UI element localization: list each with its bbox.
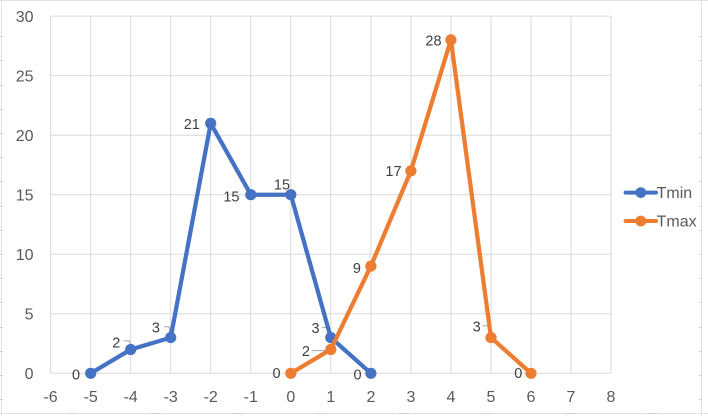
svg-text:0: 0 (286, 389, 295, 406)
svg-text:4: 4 (446, 389, 455, 406)
svg-text:-4: -4 (124, 389, 138, 406)
svg-text:5: 5 (487, 389, 496, 406)
svg-text:-1: -1 (244, 389, 258, 406)
svg-text:21: 21 (184, 117, 200, 133)
svg-text:9: 9 (353, 261, 361, 277)
svg-text:0: 0 (354, 368, 362, 384)
svg-text:0: 0 (25, 366, 34, 383)
svg-text:7: 7 (567, 389, 576, 406)
svg-text:0: 0 (514, 366, 522, 382)
svg-text:3: 3 (311, 321, 319, 337)
svg-text:30: 30 (16, 9, 34, 26)
svg-text:Tmax: Tmax (657, 213, 697, 230)
svg-text:10: 10 (16, 247, 34, 264)
svg-text:1: 1 (326, 389, 335, 406)
svg-text:15: 15 (223, 190, 239, 206)
svg-text:28: 28 (425, 34, 441, 50)
svg-text:15: 15 (274, 178, 290, 194)
svg-text:-2: -2 (204, 389, 218, 406)
svg-text:Tmin: Tmin (657, 185, 693, 202)
svg-text:3: 3 (152, 320, 160, 336)
svg-text:3: 3 (473, 319, 481, 335)
svg-text:0: 0 (72, 367, 80, 383)
svg-text:15: 15 (16, 188, 34, 205)
svg-text:2: 2 (302, 344, 310, 360)
svg-text:8: 8 (607, 389, 616, 406)
svg-text:0: 0 (273, 366, 281, 382)
svg-text:2: 2 (112, 336, 120, 352)
svg-text:3: 3 (406, 389, 415, 406)
svg-text:-5: -5 (84, 389, 98, 406)
svg-text:6: 6 (527, 389, 536, 406)
svg-text:-3: -3 (164, 389, 178, 406)
svg-text:17: 17 (385, 164, 401, 180)
svg-text:5: 5 (25, 307, 34, 324)
svg-text:2: 2 (366, 389, 375, 406)
svg-text:25: 25 (16, 68, 34, 85)
svg-text:20: 20 (16, 128, 34, 145)
svg-text:-6: -6 (43, 389, 57, 406)
